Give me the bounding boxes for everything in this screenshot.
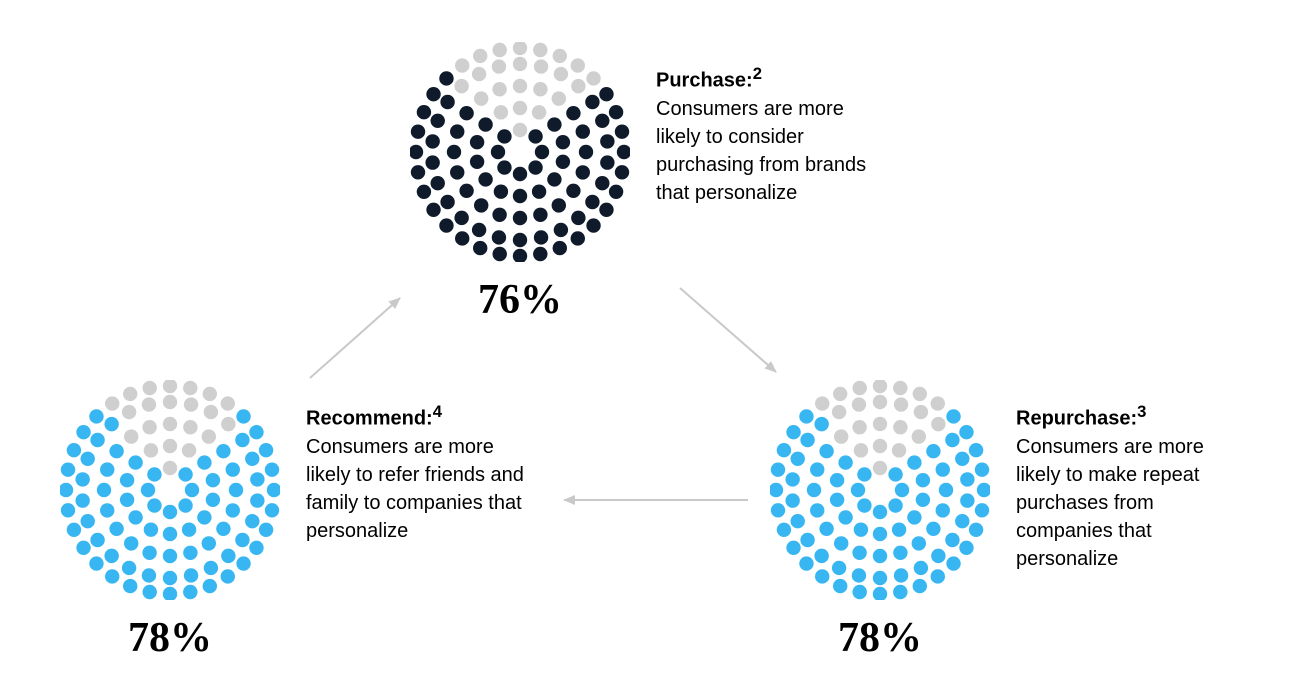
repurchase-dot-chart [770, 380, 990, 600]
purchase-title: Purchase:2 [656, 60, 876, 95]
node-purchase: 76% Purchase:2 Consumers are more likely… [410, 42, 876, 324]
repurchase-chart-column: 78% [770, 380, 990, 662]
repurchase-percent-label: 78% [838, 614, 922, 662]
repurchase-footnote: 3 [1137, 402, 1146, 421]
recommend-dot-chart-svg [60, 380, 280, 600]
purchase-text: Purchase:2 Consumers are more likely to … [656, 60, 876, 207]
node-recommend: 78% Recommend:4 Consumers are more likel… [60, 380, 526, 662]
purchase-body: Consumers are more likely to consider pu… [656, 95, 876, 207]
repurchase-dot-chart-svg [770, 380, 990, 600]
purchase-dot-chart-svg [410, 42, 630, 262]
recommend-body: Consumers are more likely to refer frien… [306, 433, 526, 545]
node-repurchase: 78% Repurchase:3 Consumers are more like… [770, 380, 1236, 662]
purchase-chart-column: 76% [410, 42, 630, 324]
purchase-percent-label: 76% [478, 276, 562, 324]
recommend-title: Recommend:4 [306, 398, 526, 433]
repurchase-title-text: Repurchase: [1016, 408, 1137, 430]
recommend-chart-column: 78% [60, 380, 280, 662]
recommend-text: Recommend:4 Consumers are more likely to… [306, 398, 526, 545]
infographic-stage: 76% Purchase:2 Consumers are more likely… [0, 0, 1306, 696]
repurchase-body: Consumers are more likely to make repeat… [1016, 433, 1236, 573]
repurchase-title: Repurchase:3 [1016, 398, 1236, 433]
purchase-footnote: 2 [753, 64, 762, 83]
repurchase-text: Repurchase:3 Consumers are more likely t… [1016, 398, 1236, 573]
recommend-percent-label: 78% [128, 614, 212, 662]
purchase-dot-chart [410, 42, 630, 262]
recommend-dot-chart [60, 380, 280, 600]
recommend-footnote: 4 [433, 402, 442, 421]
recommend-title-text: Recommend: [306, 408, 433, 430]
purchase-title-text: Purchase: [656, 70, 753, 92]
